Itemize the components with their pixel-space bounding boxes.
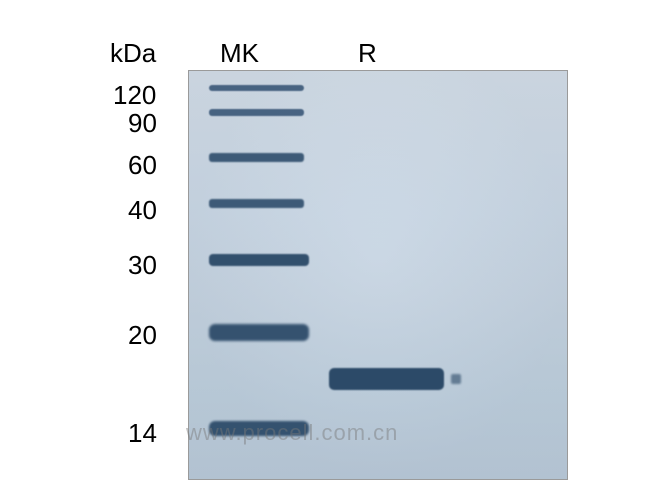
band-mk-40 bbox=[209, 199, 304, 208]
watermark: www.procell.com.cn bbox=[186, 420, 398, 446]
mw-label-90: 90 bbox=[128, 108, 157, 139]
lane-mk bbox=[209, 71, 309, 479]
lane-label-r: R bbox=[358, 38, 377, 69]
mw-label-120: 120 bbox=[113, 80, 156, 111]
lane-label-mk: MK bbox=[220, 38, 259, 69]
lane-r bbox=[329, 71, 444, 479]
band-r-smear-tail bbox=[451, 374, 461, 384]
gel-area bbox=[188, 70, 568, 480]
band-mk-120 bbox=[209, 85, 304, 91]
mw-label-20: 20 bbox=[128, 320, 157, 351]
band-mk-20 bbox=[209, 324, 309, 341]
band-mk-90 bbox=[209, 109, 304, 116]
band-mk-60 bbox=[209, 153, 304, 162]
gel-figure: kDa MK R 120 90 60 40 30 20 14 www.proce… bbox=[0, 0, 670, 500]
band-r-sample bbox=[329, 368, 444, 390]
mw-label-60: 60 bbox=[128, 150, 157, 181]
mw-label-30: 30 bbox=[128, 250, 157, 281]
mw-label-40: 40 bbox=[128, 195, 157, 226]
band-mk-30 bbox=[209, 254, 309, 266]
unit-label-kda: kDa bbox=[110, 38, 156, 69]
mw-label-14: 14 bbox=[128, 418, 157, 449]
